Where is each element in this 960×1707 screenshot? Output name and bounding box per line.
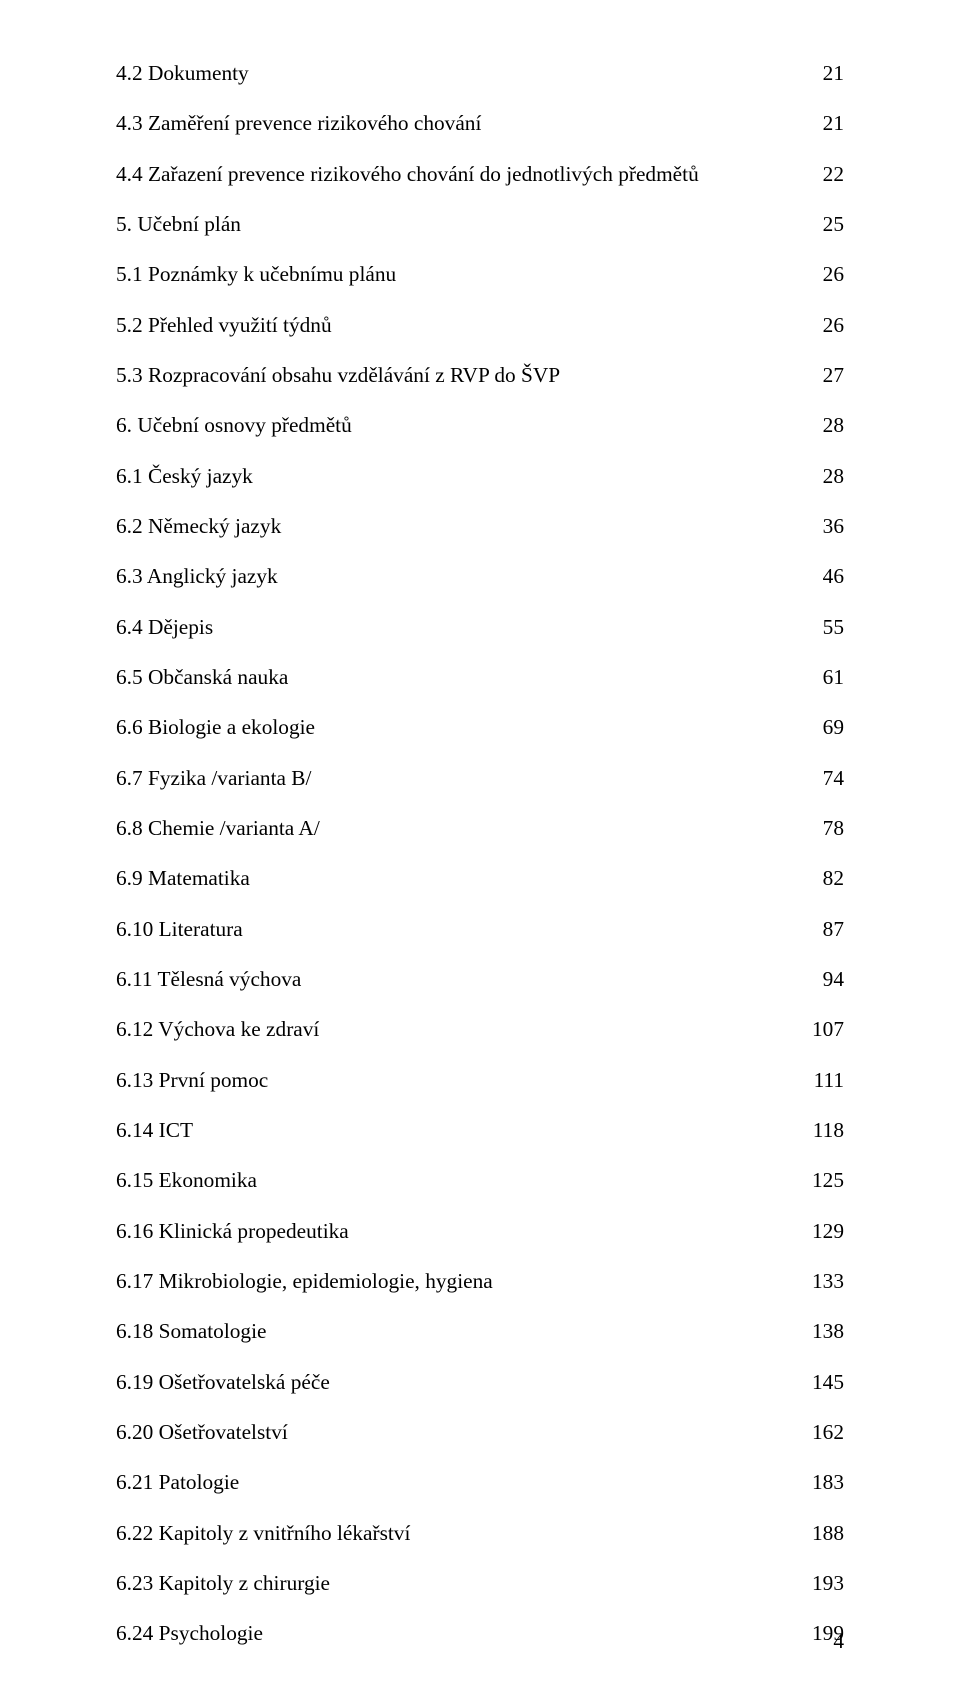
toc-row: 6.14 ICT 118 (116, 1105, 844, 1155)
toc-page-number: 82 (811, 853, 844, 903)
toc-row: 6.5 Občanská nauka 61 (116, 652, 844, 702)
toc-page-number: 125 (800, 1155, 844, 1205)
toc-page-number: 61 (811, 652, 844, 702)
toc-page-number: 107 (800, 1004, 844, 1054)
toc-label: 6. Učební osnovy předmětů (116, 400, 352, 450)
toc-page-number: 129 (800, 1206, 844, 1256)
toc-label: 5.3 Rozpracování obsahu vzdělávání z RVP… (116, 350, 560, 400)
toc-row: 6.23 Kapitoly z chirurgie 193 (116, 1558, 844, 1608)
toc-page-number: 69 (811, 702, 844, 752)
toc-label: 6.18 Somatologie (116, 1306, 266, 1356)
toc-label: 6.15 Ekonomika (116, 1155, 257, 1205)
toc-page-number: 26 (811, 300, 844, 350)
page-number: 4 (833, 1616, 844, 1666)
toc-row: 6.11 Tělesná výchova 94 (116, 954, 844, 1004)
toc-row: 6.1 Český jazyk 28 (116, 451, 844, 501)
toc-row: 4.2 Dokumenty 21 (116, 48, 844, 98)
toc-row: 6.21 Patologie 183 (116, 1457, 844, 1507)
toc-label: 6.6 Biologie a ekologie (116, 702, 315, 752)
toc-page-number: 22 (811, 149, 844, 199)
toc-page-number: 36 (811, 501, 844, 551)
toc-row: 6.10 Literatura 87 (116, 904, 844, 954)
toc-row: 6.7 Fyzika /varianta B/74 (116, 753, 844, 803)
toc-page-number: 78 (811, 803, 844, 853)
toc-label: 6.8 Chemie /varianta A/ (116, 803, 320, 853)
toc-row: 6.3 Anglický jazyk 46 (116, 551, 844, 601)
toc-row: 6.8 Chemie /varianta A/78 (116, 803, 844, 853)
toc-page-number: 74 (811, 753, 844, 803)
toc-row: 6.17 Mikrobiologie, epidemiologie, hygie… (116, 1256, 844, 1306)
toc-page-number: 25 (811, 199, 844, 249)
toc-page-number: 87 (811, 904, 844, 954)
toc-label: 6.1 Český jazyk (116, 451, 253, 501)
toc-row: 6.4 Dějepis 55 (116, 602, 844, 652)
toc-label: 6.21 Patologie (116, 1457, 239, 1507)
toc-page-number: 111 (802, 1055, 844, 1105)
toc-label: 6.4 Dějepis (116, 602, 213, 652)
toc-row: 6.2 Německý jazyk 36 (116, 501, 844, 551)
toc-label: 5.1 Poznámky k učebnímu plánu (116, 249, 396, 299)
toc-row: 5.1 Poznámky k učebnímu plánu 26 (116, 249, 844, 299)
toc-page-number: 21 (811, 98, 844, 148)
toc-label: 6.13 První pomoc (116, 1055, 268, 1105)
toc-label: 6.23 Kapitoly z chirurgie (116, 1558, 330, 1608)
toc-page-number: 133 (800, 1256, 844, 1306)
toc-label: 6.10 Literatura (116, 904, 243, 954)
toc-label: 6.16 Klinická propedeutika (116, 1206, 349, 1256)
toc-row: 5.2 Přehled využití týdnů 26 (116, 300, 844, 350)
toc-label: 6.24 Psychologie (116, 1608, 263, 1658)
toc-page-number: 138 (800, 1306, 844, 1356)
toc-page-number: 145 (800, 1357, 844, 1407)
toc-row: 6.18 Somatologie 138 (116, 1306, 844, 1356)
toc-row: 4.4 Zařazení prevence rizikového chování… (116, 149, 844, 199)
toc-label: 6.22 Kapitoly z vnitřního lékařství (116, 1508, 410, 1558)
toc-row: 4.3 Zaměření prevence rizikového chování… (116, 98, 844, 148)
toc-page-number: 21 (811, 48, 844, 98)
toc-label: 6.19 Ošetřovatelská péče (116, 1357, 330, 1407)
toc-row: 6.6 Biologie a ekologie 69 (116, 702, 844, 752)
toc-label: 6.5 Občanská nauka (116, 652, 288, 702)
toc-page-number: 94 (811, 954, 844, 1004)
toc-page-number: 162 (800, 1407, 844, 1457)
toc-row: 6. Učební osnovy předmětů 28 (116, 400, 844, 450)
toc-page-number: 27 (811, 350, 844, 400)
toc-page-number: 26 (811, 249, 844, 299)
toc-label: 4.4 Zařazení prevence rizikového chování… (116, 149, 699, 199)
toc-label: 6.9 Matematika (116, 853, 250, 903)
toc-label: 5.2 Přehled využití týdnů (116, 300, 332, 350)
toc-row: 5.3 Rozpracování obsahu vzdělávání z RVP… (116, 350, 844, 400)
table-of-contents: 4.2 Dokumenty214.3 Zaměření prevence riz… (116, 48, 844, 1659)
toc-page-number: 28 (811, 451, 844, 501)
toc-row: 5. Učební plán 25 (116, 199, 844, 249)
toc-page-number: 28 (811, 400, 844, 450)
toc-label: 4.3 Zaměření prevence rizikového chování (116, 98, 481, 148)
toc-label: 6.17 Mikrobiologie, epidemiologie, hygie… (116, 1256, 493, 1306)
toc-page-number: 55 (811, 602, 844, 652)
toc-page-number: 188 (800, 1508, 844, 1558)
toc-row: 6.19 Ošetřovatelská péče 145 (116, 1357, 844, 1407)
toc-row: 6.16 Klinická propedeutika 129 (116, 1206, 844, 1256)
toc-label: 6.14 ICT (116, 1105, 193, 1155)
toc-page-number: 46 (811, 551, 844, 601)
toc-label: 6.12 Výchova ke zdraví (116, 1004, 319, 1054)
toc-row: 6.9 Matematika 82 (116, 853, 844, 903)
document-page: 4.2 Dokumenty214.3 Zaměření prevence riz… (0, 0, 960, 1707)
toc-row: 6.24 Psychologie199 (116, 1608, 844, 1658)
toc-row: 6.12 Výchova ke zdraví 107 (116, 1004, 844, 1054)
toc-row: 6.20 Ošetřovatelství 162 (116, 1407, 844, 1457)
toc-page-number: 183 (800, 1457, 844, 1507)
toc-label: 5. Učební plán (116, 199, 241, 249)
toc-label: 6.7 Fyzika /varianta B/ (116, 753, 311, 803)
toc-row: 6.15 Ekonomika 125 (116, 1155, 844, 1205)
toc-page-number: 193 (800, 1558, 844, 1608)
toc-label: 6.3 Anglický jazyk (116, 551, 278, 601)
toc-label: 4.2 Dokumenty (116, 48, 249, 98)
toc-label: 6.20 Ošetřovatelství (116, 1407, 288, 1457)
toc-row: 6.22 Kapitoly z vnitřního lékařství 188 (116, 1508, 844, 1558)
toc-page-number: 118 (801, 1105, 844, 1155)
toc-label: 6.2 Německý jazyk (116, 501, 281, 551)
toc-row: 6.13 První pomoc 111 (116, 1055, 844, 1105)
toc-label: 6.11 Tělesná výchova (116, 954, 301, 1004)
